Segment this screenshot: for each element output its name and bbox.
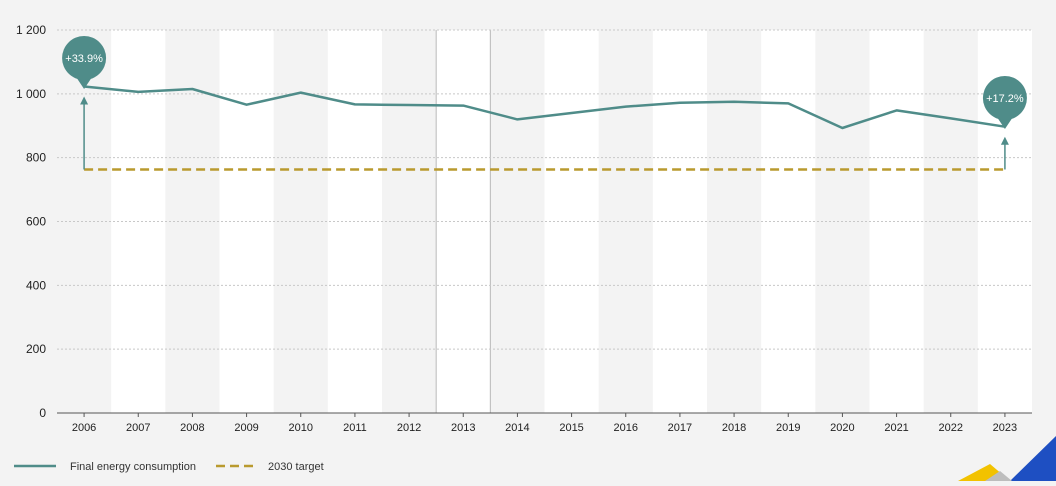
logo-blue-shape bbox=[1010, 436, 1056, 481]
x-tick-label: 2018 bbox=[722, 422, 746, 434]
annotation-bubble-tail bbox=[996, 117, 1013, 129]
y-tick-label: 800 bbox=[26, 151, 46, 165]
annotation-bubble bbox=[62, 36, 107, 80]
x-tick-label: 2022 bbox=[939, 422, 963, 434]
x-tick-label: 2019 bbox=[776, 422, 800, 434]
x-tick-label: 2023 bbox=[993, 422, 1017, 434]
x-tick-label: 2013 bbox=[451, 422, 475, 434]
annotation-label: +33.9% bbox=[65, 53, 103, 65]
x-tick-label: 2012 bbox=[397, 422, 421, 434]
legend-label-consumption: Final energy consumption bbox=[70, 461, 196, 473]
x-tick-label: 2008 bbox=[180, 422, 204, 434]
x-tick-label: 2006 bbox=[72, 422, 96, 434]
annotation-bubble bbox=[982, 76, 1027, 120]
x-tick-label: 2009 bbox=[234, 422, 258, 434]
x-tick-label: 2011 bbox=[343, 422, 367, 434]
x-tick-label: 2007 bbox=[126, 422, 150, 434]
y-tick-label: 600 bbox=[26, 215, 46, 229]
annotation-arrow-head bbox=[80, 96, 89, 105]
logo-grey-shape bbox=[985, 471, 1012, 481]
x-tick-label: 2017 bbox=[668, 422, 692, 434]
x-tick-label: 2020 bbox=[830, 422, 854, 434]
y-tick-label: 1 000 bbox=[16, 87, 46, 101]
y-tick-label: 0 bbox=[39, 406, 46, 420]
y-tick-label: 1 200 bbox=[16, 23, 46, 37]
annotation-label: +17.2% bbox=[986, 93, 1024, 105]
x-tick-label: 2021 bbox=[884, 422, 908, 434]
x-tick-label: 2010 bbox=[289, 422, 313, 434]
legend-label-target: 2030 target bbox=[268, 461, 324, 473]
x-tick-label: 2016 bbox=[614, 422, 638, 434]
x-tick-label: 2015 bbox=[559, 422, 583, 434]
annotation-arrow-head bbox=[1000, 136, 1009, 145]
consumption-series-line bbox=[83, 85, 1006, 130]
y-tick-label: 400 bbox=[26, 278, 46, 292]
annotation-bubble-tail bbox=[76, 77, 93, 89]
y-tick-label: 200 bbox=[26, 342, 46, 356]
x-tick-label: 2014 bbox=[505, 422, 529, 434]
